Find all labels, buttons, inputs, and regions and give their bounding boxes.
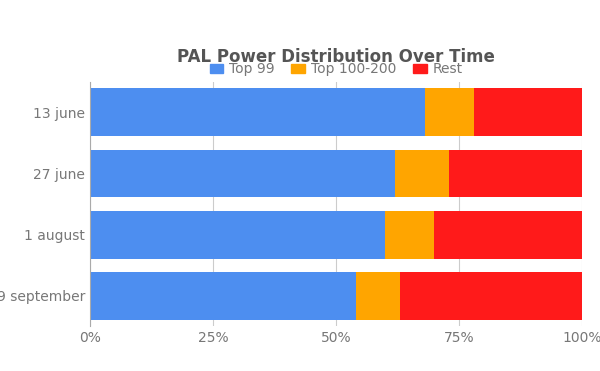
Bar (395, 150, 449, 197)
Bar (385, 211, 434, 259)
Bar (400, 272, 582, 320)
Bar (90, 272, 356, 320)
Bar (90, 211, 385, 259)
Bar (425, 88, 474, 136)
Bar (434, 211, 582, 259)
Title: PAL Power Distribution Over Time: PAL Power Distribution Over Time (177, 48, 495, 66)
Bar (90, 150, 395, 197)
Bar (449, 150, 582, 197)
Bar (90, 88, 425, 136)
Bar (474, 88, 582, 136)
Legend: Top 99, Top 100-200, Rest: Top 99, Top 100-200, Rest (204, 57, 468, 82)
Bar (356, 272, 400, 320)
